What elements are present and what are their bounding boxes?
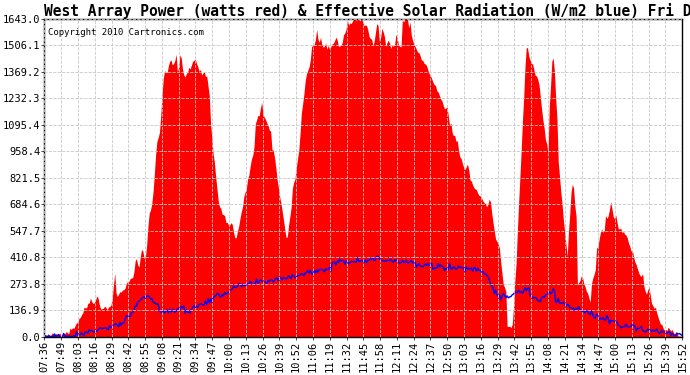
Text: West Array Power (watts red) & Effective Solar Radiation (W/m2 blue) Fri Dec 17 : West Array Power (watts red) & Effective… [44, 3, 690, 19]
Text: Copyright 2010 Cartronics.com: Copyright 2010 Cartronics.com [48, 28, 204, 38]
